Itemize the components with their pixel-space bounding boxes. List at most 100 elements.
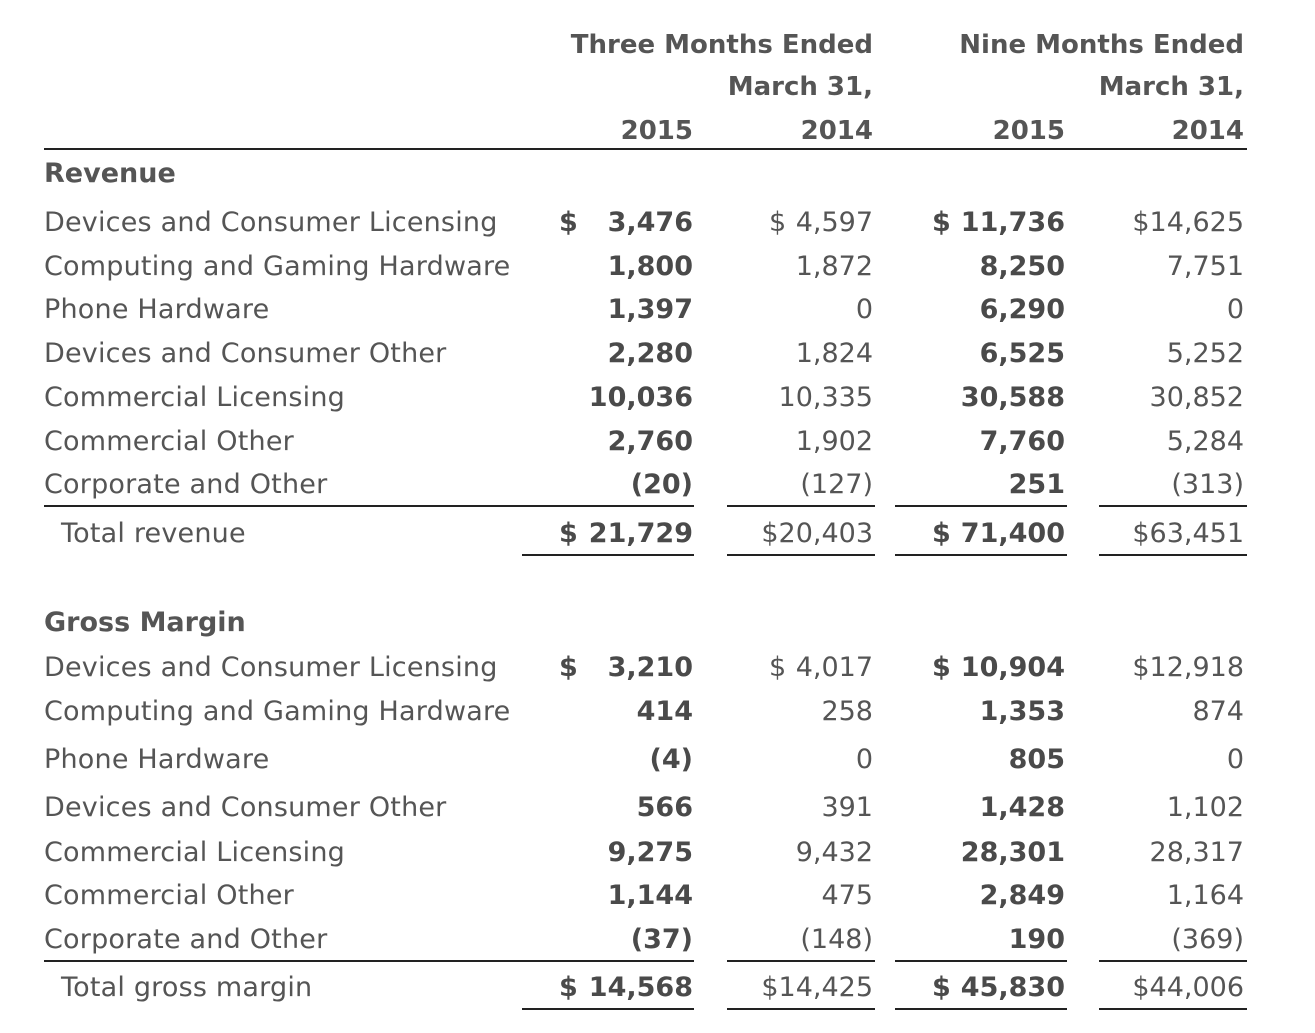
revenue-row-cell: 2,280: [607, 338, 693, 370]
gm-row-label: Commercial Licensing: [44, 837, 345, 868]
revenue-subtotal-rule-c3: [1099, 505, 1247, 507]
revenue-row-cell: 5,284: [1166, 425, 1244, 457]
gm-total-c2: 45,830: [960, 972, 1065, 1003]
revenue-row-cell: 1,397: [607, 294, 693, 326]
gm-row-cell: $12,918: [1132, 652, 1244, 683]
revenue-first-row-currency: $: [932, 207, 951, 238]
revenue-row-cell: 10,036: [588, 381, 693, 413]
revenue-total-rule-c0: [522, 554, 694, 556]
gm-row-cell: 2,849: [979, 880, 1065, 911]
gm-label-rule: [44, 960, 522, 962]
gm-row-cell: 190: [1008, 924, 1065, 955]
gm-row-cell: 1,353: [979, 696, 1065, 727]
gm-row-cell: (37): [630, 924, 693, 955]
revenue-total-c3: $63,451: [1132, 518, 1244, 549]
gm-subtotal-rule-c1: [727, 960, 875, 962]
header-year-3m-2014: 2014: [800, 116, 873, 146]
revenue-first-row-c1-currency: $: [769, 207, 787, 238]
gm-row-cell: 28,317: [1149, 837, 1244, 868]
gm-subtotal-rule-c0: [522, 960, 694, 962]
gm-row-label: Commercial Other: [44, 880, 294, 911]
gm-row-cell: 1,102: [1166, 792, 1244, 823]
header-year-9m-2015: 2015: [992, 116, 1065, 146]
revenue-row-label: Devices and Consumer Licensing: [44, 207, 498, 238]
revenue-row-cell: (127): [800, 469, 873, 501]
revenue-row-cell: 3,476: [607, 207, 693, 238]
gm-row-cell: 0: [1226, 744, 1244, 775]
revenue-total-rule-c1: [727, 554, 875, 556]
gm-subtotal-rule-c2: [895, 960, 1067, 962]
revenue-subtotal-rule-c2: [895, 505, 1067, 507]
revenue-row-label: Corporate and Other: [44, 469, 328, 501]
gm-first-row-currency: $: [932, 652, 951, 683]
gm-total-c1: $14,425: [761, 972, 873, 1003]
revenue-row-label: Devices and Consumer Other: [44, 338, 447, 370]
gm-row-label: Computing and Gaming Hardware: [44, 696, 511, 727]
revenue-row-cell: 30,588: [960, 381, 1065, 413]
gm-row-cell: 28,301: [960, 837, 1065, 868]
revenue-row-cell: $14,625: [1132, 207, 1244, 238]
revenue-total-c2-currency: $: [932, 518, 951, 549]
revenue-total-c0: 21,729: [588, 518, 693, 549]
gm-row-label: Devices and Consumer Licensing: [44, 652, 498, 683]
gm-row-cell: 391: [821, 792, 873, 823]
gm-row-cell: 1,428: [979, 792, 1065, 823]
revenue-total-c0-currency: $: [559, 518, 578, 549]
gm-total-rule-c1: [727, 1008, 875, 1010]
revenue-row-cell: (313): [1171, 469, 1244, 501]
revenue-total-rule-c2: [895, 554, 1067, 556]
revenue-row-cell: 10,335: [778, 381, 873, 413]
revenue-row-cell: 0: [1226, 294, 1244, 326]
revenue-label-rule: [44, 505, 522, 507]
gm-row-cell: 475: [821, 880, 873, 911]
gm-row-cell: 874: [1192, 696, 1244, 727]
gm-total-c2-currency: $: [932, 972, 951, 1003]
gm-row-label: Corporate and Other: [44, 924, 328, 955]
header-year-9m-2014: 2014: [1171, 116, 1244, 146]
gm-row-cell: 1,164: [1166, 880, 1244, 911]
section-title-revenue: Revenue: [44, 158, 176, 189]
gm-row-label: Phone Hardware: [44, 744, 270, 775]
gm-row-cell: 9,275: [607, 837, 693, 868]
revenue-row-cell: 7,751: [1166, 250, 1244, 282]
gm-first-row-currency: $: [559, 652, 578, 683]
revenue-row-cell: 1,902: [795, 425, 873, 457]
revenue-first-row-currency: $: [559, 207, 578, 238]
gm-total-c3: $44,006: [1132, 972, 1244, 1003]
gm-row-cell: (369): [1171, 924, 1244, 955]
revenue-row-cell: 1,800: [607, 250, 693, 282]
gm-subtotal-rule-c3: [1099, 960, 1247, 962]
revenue-total-c1: $20,403: [761, 518, 873, 549]
revenue-row-cell: 1,872: [795, 250, 873, 282]
header-rule: [44, 148, 1247, 150]
section-title-gross-margin: Gross Margin: [44, 607, 246, 638]
revenue-total-c2: 71,400: [960, 518, 1065, 549]
gm-row-cell: 1,144: [607, 880, 693, 911]
header-year-3m-2015: 2015: [620, 116, 693, 146]
gm-row-cell: 566: [636, 792, 693, 823]
header-nine-months-line2: March 31,: [1098, 72, 1244, 102]
gm-row-cell: 805: [1008, 744, 1065, 775]
revenue-row-label: Computing and Gaming Hardware: [44, 250, 511, 282]
revenue-row-cell: 8,250: [979, 250, 1065, 282]
revenue-subtotal-rule-c0: [522, 505, 694, 507]
revenue-row-cell: 5,252: [1166, 338, 1244, 370]
gm-first-row-c1-currency: $: [769, 652, 787, 683]
revenue-row-cell: (20): [630, 469, 693, 501]
gm-total-c0: 14,568: [588, 972, 693, 1003]
gm-row-cell: 258: [821, 696, 873, 727]
gm-row-cell: 4,017: [795, 652, 873, 683]
gm-row-cell: 10,904: [960, 652, 1065, 683]
header-three-months-line1: Three Months Ended: [570, 30, 873, 60]
gm-row-cell: (4): [649, 744, 693, 775]
revenue-row-cell: 6,290: [979, 294, 1065, 326]
gm-total-rule-c0: [522, 1008, 694, 1010]
revenue-row-cell: 0: [855, 294, 873, 326]
gm-row-label: Devices and Consumer Other: [44, 792, 447, 823]
gm-total-rule-c2: [895, 1008, 1067, 1010]
gm-total-rule-c3: [1099, 1008, 1247, 1010]
revenue-row-label: Phone Hardware: [44, 294, 270, 326]
header-three-months-line2: March 31,: [727, 72, 873, 102]
revenue-subtotal-rule-c1: [727, 505, 875, 507]
revenue-row-cell: 6,525: [979, 338, 1065, 370]
